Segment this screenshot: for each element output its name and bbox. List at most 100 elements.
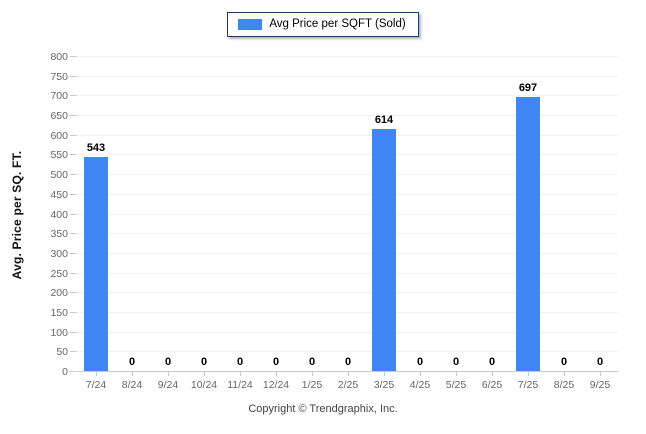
- plot-area: 543 7/24 0 8/24 0 9/24 0 10/24 0 11/24 0 12/24 0 1/25…: [78, 56, 618, 391]
- y-tick-label: 800: [50, 51, 68, 63]
- bar-value-label: 0: [452, 356, 460, 368]
- gridline: [78, 233, 618, 235]
- y-tick-label: 700: [50, 90, 68, 103]
- x-tick: [276, 372, 277, 376]
- x-tick: [240, 372, 241, 376]
- y-tick-label: 0: [62, 366, 68, 378]
- y-tick-label: 50: [56, 346, 68, 359]
- x-tick: [312, 372, 313, 376]
- y-tick: [70, 95, 77, 97]
- x-tick-label: 8/25: [553, 379, 575, 391]
- bar-value-label: 0: [416, 356, 424, 368]
- y-tick-label: 350: [50, 228, 68, 241]
- x-tick: [456, 372, 457, 376]
- x-tick: [96, 372, 97, 376]
- y-tick: [70, 115, 77, 117]
- gridline: [78, 213, 618, 215]
- gridline: [78, 351, 618, 353]
- x-tick: [168, 372, 169, 376]
- y-tick: [70, 56, 77, 57]
- y-tick-label: 400: [50, 208, 68, 221]
- legend-swatch-icon: [238, 19, 263, 30]
- x-tick-label: 12/24: [262, 379, 290, 391]
- bar-value-label: 697: [518, 82, 538, 94]
- gridline: [78, 292, 618, 294]
- y-tick-label: 150: [50, 306, 68, 319]
- bar-value-label: 0: [344, 356, 352, 368]
- gridline: [78, 115, 618, 117]
- x-tick: [492, 372, 493, 376]
- gridline: [78, 252, 618, 254]
- y-tick: [70, 252, 77, 254]
- y-tick-label: 450: [50, 188, 68, 201]
- y-tick-label: 200: [50, 287, 68, 300]
- legend-box: Avg Price per SQFT (Sold): [227, 12, 419, 37]
- y-axis-tick-labels: 0 50 100 150 200 250 300 350 400 450 500 550 600 650 7…: [0, 51, 68, 378]
- x-tick-label: 7/24: [85, 379, 107, 391]
- y-axis-ticks: [70, 56, 77, 372]
- bar-value-label: 0: [164, 356, 172, 368]
- gridline: [78, 154, 618, 156]
- y-tick: [70, 351, 77, 353]
- x-tick-label: 7/25: [517, 379, 539, 391]
- x-tick-label: 4/25: [409, 379, 431, 391]
- y-tick-label: 250: [50, 267, 68, 280]
- y-tick: [70, 311, 77, 313]
- y-tick-label: 750: [50, 70, 68, 83]
- x-tick-label: 6/25: [481, 379, 503, 391]
- x-tick-label: 5/25: [445, 379, 467, 391]
- x-tick: [564, 372, 565, 376]
- x-tick-label: 9/25: [589, 379, 611, 391]
- x-tick-label: 3/25: [373, 379, 395, 391]
- bar-7/25[interactable]: [516, 97, 540, 371]
- y-tick-label: 500: [50, 169, 68, 182]
- x-tick-label: 8/24: [121, 379, 143, 391]
- gridline: [78, 193, 618, 195]
- bar-value-label: 0: [236, 356, 244, 368]
- y-tick: [70, 371, 77, 372]
- gridline: [78, 311, 618, 313]
- y-tick-label: 100: [50, 326, 68, 339]
- bar-value-label: 0: [128, 356, 136, 368]
- legend: Avg Price per SQFT (Sold): [0, 12, 646, 37]
- gridline: [78, 134, 618, 136]
- bar-value-label: 0: [200, 356, 208, 368]
- x-tick-label: 10/24: [190, 379, 218, 391]
- x-axis-line: [78, 371, 618, 372]
- bar-7/24[interactable]: [84, 157, 108, 371]
- x-tick: [132, 372, 133, 376]
- bar-value-label: 543: [86, 142, 106, 154]
- gridline: [78, 56, 618, 57]
- y-tick-label: 600: [50, 129, 68, 142]
- y-tick: [70, 272, 77, 274]
- bar-value-label: 0: [560, 356, 568, 368]
- copyright-text: Copyright © Trendgraphix, Inc.: [248, 403, 398, 415]
- bar-value-label: 0: [272, 356, 280, 368]
- y-tick: [70, 75, 77, 77]
- y-tick: [70, 193, 77, 195]
- x-tick: [600, 372, 601, 376]
- x-tick-label: 1/25: [301, 379, 323, 391]
- y-tick: [70, 213, 77, 215]
- y-tick: [70, 331, 77, 333]
- x-tick: [384, 372, 385, 376]
- y-tick: [70, 134, 77, 136]
- y-tick: [70, 154, 77, 156]
- x-tick: [528, 372, 529, 376]
- y-tick-label: 650: [50, 110, 68, 123]
- y-tick: [70, 174, 77, 176]
- bar-value-label: 0: [488, 356, 496, 368]
- gridline: [78, 174, 618, 176]
- gridline: [78, 331, 618, 333]
- y-tick: [70, 292, 77, 294]
- bar-3/25[interactable]: [372, 129, 396, 371]
- y-tick: [70, 233, 77, 235]
- x-tick: [348, 372, 349, 376]
- gridline: [78, 272, 618, 274]
- x-tick-label: 11/24: [227, 379, 253, 391]
- bar-value-label: 614: [374, 114, 394, 126]
- gridline: [78, 75, 618, 77]
- x-tick-label: 2/25: [337, 379, 359, 391]
- legend-label: Avg Price per SQFT (Sold): [269, 18, 406, 30]
- y-tick-label: 550: [50, 149, 68, 162]
